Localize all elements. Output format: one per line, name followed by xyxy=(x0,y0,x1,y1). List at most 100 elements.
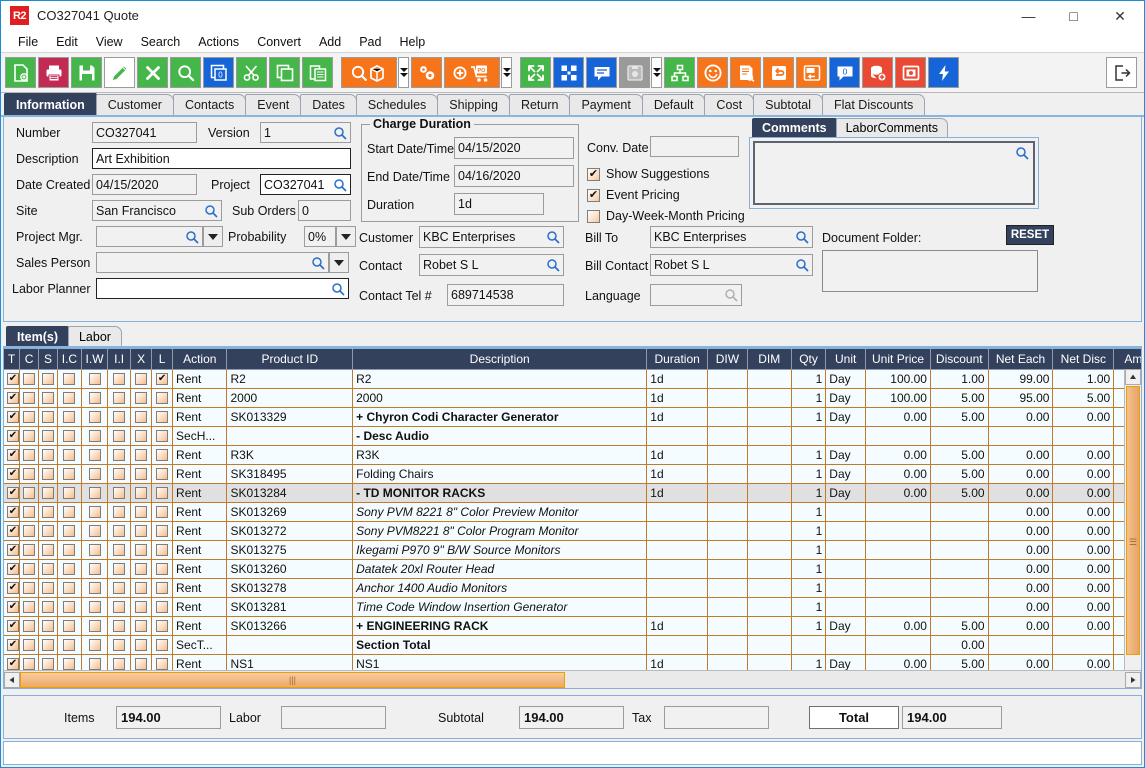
row-checkbox-cell-l[interactable]: ✔ xyxy=(151,369,174,389)
checkbox-icon[interactable]: ✔ xyxy=(7,620,19,633)
cell-unit[interactable] xyxy=(825,521,867,541)
checkbox-icon[interactable] xyxy=(156,658,169,670)
smiley-icon[interactable] xyxy=(697,57,728,88)
archive-dropdown[interactable] xyxy=(651,57,662,88)
table-row[interactable]: ✔ Rent SK318495 Folding Chairs 1d 1 Day 0.00 5.0… xyxy=(4,464,1141,484)
table-row[interactable]: ✔ Rent SK013272 Sony PVM8221 8" Color Progr… xyxy=(4,521,1141,541)
tab-flat-discounts[interactable]: Flat Discounts xyxy=(822,94,926,115)
cell-net-disc[interactable] xyxy=(1052,635,1115,655)
scroll-up-button[interactable] xyxy=(1125,369,1141,385)
cell-diw[interactable] xyxy=(707,597,748,617)
cell-dim[interactable] xyxy=(747,369,792,389)
cell-net-disc[interactable]: 0.00 xyxy=(1052,597,1115,617)
cell-action[interactable]: Rent xyxy=(172,559,228,579)
tab-shipping[interactable]: Shipping xyxy=(437,94,510,115)
cell-net-each[interactable]: 95.00 xyxy=(988,388,1054,408)
cell-duration[interactable] xyxy=(646,597,708,617)
tab-comments[interactable]: Comments xyxy=(752,118,837,137)
cell-net-disc[interactable]: 0.00 xyxy=(1052,578,1115,598)
cell-net-each[interactable]: 0.00 xyxy=(988,578,1054,598)
search-icon[interactable] xyxy=(170,57,201,88)
cell-duration[interactable]: 1d xyxy=(646,388,708,408)
cell-action[interactable]: Rent xyxy=(172,616,228,636)
cell-duration[interactable]: 1d xyxy=(646,464,708,484)
row-checkbox-cell-l[interactable] xyxy=(151,502,174,522)
cell-net-disc[interactable] xyxy=(1052,426,1115,446)
checkbox-icon[interactable]: ✔ xyxy=(7,544,19,557)
checkbox-icon[interactable]: ✔ xyxy=(7,411,19,424)
cell-diw[interactable] xyxy=(707,654,748,670)
cell-unit[interactable]: Day xyxy=(825,445,867,465)
row-checkbox-cell-ii[interactable] xyxy=(107,521,132,541)
cell-unit[interactable]: Day xyxy=(825,369,867,389)
row-checkbox-cell-iw[interactable] xyxy=(81,654,109,670)
row-checkbox-cell-l[interactable] xyxy=(151,635,174,655)
cell-unit-price[interactable] xyxy=(865,578,931,598)
bill-to-search-icon[interactable] xyxy=(795,230,809,244)
col-unit[interactable]: Unit xyxy=(825,349,867,370)
cell-net-each[interactable]: 0.00 xyxy=(988,483,1054,503)
cell-product-id[interactable]: 2000 xyxy=(226,388,354,408)
tab-customer[interactable]: Customer xyxy=(95,94,174,115)
cell-duration[interactable]: 1d xyxy=(646,483,708,503)
checkbox-icon[interactable] xyxy=(156,544,169,557)
checkbox-icon[interactable] xyxy=(63,620,76,633)
vertical-scroll-thumb[interactable]: ☰ xyxy=(1126,386,1140,655)
checkbox-icon[interactable] xyxy=(156,430,169,443)
row-checkbox-cell-t[interactable]: ✔ xyxy=(4,369,21,389)
row-checkbox-cell-t[interactable]: ✔ xyxy=(4,388,21,408)
cell-unit-price[interactable]: 100.00 xyxy=(865,388,931,408)
checkbox-icon[interactable] xyxy=(88,506,101,519)
cell-net-disc[interactable]: 0.00 xyxy=(1052,502,1115,522)
cell-discount[interactable] xyxy=(930,521,989,541)
cell-unit-price[interactable] xyxy=(865,635,931,655)
row-checkbox-cell-l[interactable] xyxy=(151,540,174,560)
cell-discount[interactable]: 5.00 xyxy=(930,654,989,670)
row-checkbox-cell-c[interactable] xyxy=(19,483,40,503)
tab-dates[interactable]: Dates xyxy=(300,94,357,115)
col-iw[interactable]: I.W xyxy=(81,349,109,370)
cell-dim[interactable] xyxy=(747,654,792,670)
cell-description[interactable]: Time Code Window Insertion Generator xyxy=(352,597,648,617)
row-checkbox-cell-x[interactable] xyxy=(130,426,153,446)
edit-pencil-icon[interactable] xyxy=(104,57,135,88)
cell-discount[interactable] xyxy=(930,502,989,522)
checkbox-icon[interactable] xyxy=(23,525,36,538)
checkbox-icon[interactable] xyxy=(156,620,169,633)
checkbox-icon[interactable] xyxy=(42,563,55,576)
cell-description[interactable]: R3K xyxy=(352,445,648,465)
row-checkbox-cell-l[interactable] xyxy=(151,654,174,670)
bill-contact-field[interactable]: Robet S L xyxy=(650,254,813,276)
cell-unit-price[interactable]: 0.00 xyxy=(865,464,931,484)
menu-add[interactable]: Add xyxy=(318,34,342,49)
checkbox-icon[interactable] xyxy=(63,373,76,386)
row-checkbox-cell-t[interactable]: ✔ xyxy=(4,597,21,617)
cell-dim[interactable] xyxy=(747,445,792,465)
row-checkbox-cell-l[interactable] xyxy=(151,597,174,617)
row-checkbox-cell-ic[interactable] xyxy=(57,578,82,598)
checkbox-icon[interactable] xyxy=(113,487,126,500)
cell-unit-price[interactable]: 0.00 xyxy=(865,445,931,465)
cell-product-id[interactable]: NS1 xyxy=(226,654,354,670)
row-checkbox-cell-c[interactable] xyxy=(19,654,40,670)
menu-search[interactable]: Search xyxy=(140,34,181,49)
cell-action[interactable]: Rent xyxy=(172,388,228,408)
row-checkbox-cell-s[interactable] xyxy=(38,578,58,598)
cell-discount[interactable]: 1.00 xyxy=(930,369,989,389)
minimize-icon[interactable]: — xyxy=(1021,8,1036,24)
total-field[interactable]: 194.00 xyxy=(902,706,1002,729)
checkbox-icon[interactable] xyxy=(63,639,76,652)
cell-description[interactable]: 2000 xyxy=(352,388,648,408)
cell-dim[interactable] xyxy=(747,502,792,522)
cell-unit-price[interactable]: 100.00 xyxy=(865,369,931,389)
new-document-icon[interactable] xyxy=(5,57,36,88)
checkbox-icon[interactable] xyxy=(135,620,148,633)
cell-description[interactable]: + Chyron Codi Character Generator xyxy=(352,407,648,427)
cell-qty[interactable]: 1 xyxy=(791,464,827,484)
table-row[interactable]: ✔ Rent SK013329 + Chyron Codi Character Gen… xyxy=(4,407,1141,427)
checkbox-icon[interactable] xyxy=(23,487,36,500)
project-mgr-search-icon[interactable] xyxy=(185,230,199,244)
cell-duration[interactable] xyxy=(646,426,708,446)
cell-product-id[interactable]: SK013278 xyxy=(226,578,354,598)
